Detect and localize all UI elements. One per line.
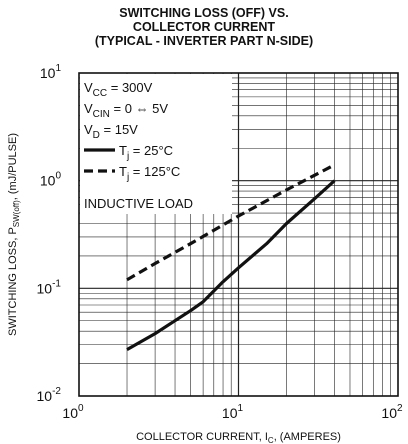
x-tick-label: 102 bbox=[381, 403, 403, 421]
y-tick-label: 100 bbox=[40, 171, 62, 189]
annotation-vd-rest: = 15V bbox=[100, 122, 138, 137]
y-tick-exp: 0 bbox=[55, 171, 61, 182]
y-tick-label: 10-1 bbox=[37, 278, 62, 296]
annotation-vcc-rest: = 300V bbox=[107, 80, 153, 95]
y-tick-label: 101 bbox=[40, 63, 62, 81]
annotation-vcc: VCC = 300V bbox=[84, 80, 153, 99]
x-axis-label: COLLECTOR CURRENT, IC, (AMPERES) bbox=[136, 431, 341, 444]
x-tick-label: 100 bbox=[62, 403, 84, 421]
legend-25c-main: T bbox=[119, 143, 127, 158]
annotation-vcc-sub: CC bbox=[93, 88, 107, 99]
legend-label-125c: Tj = 125°C bbox=[119, 164, 180, 183]
y-tick-exp: 1 bbox=[55, 63, 61, 74]
y-axis-label-tail: , (mJ/PULSE) bbox=[7, 133, 19, 200]
chart-title-line-1: SWITCHING LOSS (OFF) VS. bbox=[119, 6, 289, 20]
y-tick-exp: -1 bbox=[52, 278, 61, 289]
legend-25c-sub: j bbox=[126, 151, 129, 162]
annotation-inductive-load: INDUCTIVE LOAD bbox=[84, 196, 193, 211]
legend-125c-sub: j bbox=[126, 172, 129, 183]
legend-background bbox=[80, 74, 232, 214]
x-tick-exp: 2 bbox=[397, 403, 403, 414]
legend-125c-main: T bbox=[119, 164, 127, 179]
annotation-vcin-main: V bbox=[84, 101, 93, 116]
annotation-vd-main: V bbox=[84, 122, 93, 137]
x-tick-base: 10 bbox=[381, 405, 397, 421]
x-tick-base: 10 bbox=[62, 405, 78, 421]
y-tick-base: 10 bbox=[40, 65, 56, 81]
x-axis-label-sub: C bbox=[268, 436, 274, 444]
annotation-vd: VD = 15V bbox=[84, 122, 138, 141]
series-layer bbox=[126, 163, 336, 351]
y-axis-label-main: SWITCHING LOSS, P bbox=[7, 227, 19, 336]
annotation-vcin-sub: CIN bbox=[93, 109, 110, 120]
y-tick-base: 10 bbox=[40, 173, 56, 189]
y-tick-exp: -2 bbox=[52, 386, 61, 397]
legend-label-25c: Tj = 25°C bbox=[119, 143, 173, 162]
legend-25c-rest: = 25°C bbox=[129, 143, 173, 158]
legend-125c-rest: = 125°C bbox=[129, 164, 180, 179]
legend: VCC = 300V VCIN = 0 ⇔ 5V VD = 15V Tj = 2… bbox=[80, 74, 232, 214]
annotation-vcin-rest: = 0 ⇔ 5V bbox=[110, 101, 168, 116]
x-tick-base: 10 bbox=[222, 405, 238, 421]
annotation-vd-sub: D bbox=[93, 130, 100, 141]
y-axis-label-sub: SW(off) bbox=[12, 200, 21, 227]
x-tick-exp: 1 bbox=[238, 403, 244, 414]
y-tick-base: 10 bbox=[37, 280, 53, 296]
plot-frame bbox=[78, 72, 399, 397]
chart-title-line-2: COLLECTOR CURRENT bbox=[132, 20, 276, 34]
annotation-vcin: VCIN = 0 ⇔ 5V bbox=[84, 101, 168, 120]
annotation-vcc-main: V bbox=[84, 80, 93, 95]
x-axis-label-tail: , (AMPERES) bbox=[274, 431, 341, 443]
y-tick-label: 10-2 bbox=[37, 386, 62, 404]
x-tick-exp: 0 bbox=[78, 403, 84, 414]
y-tick-base: 10 bbox=[37, 388, 53, 404]
chart-title-line-3: (TYPICAL - INVERTER PART N-SIDE) bbox=[94, 34, 314, 48]
series-line-125c bbox=[126, 163, 336, 282]
chart-title: SWITCHING LOSS (OFF) VS. COLLECTOR CURRE… bbox=[0, 6, 408, 48]
x-tick-label: 101 bbox=[222, 403, 244, 421]
series-line-25c bbox=[126, 179, 336, 351]
y-axis-label: SWITCHING LOSS, PSW(off), (mJ/PULSE) bbox=[7, 133, 21, 336]
x-axis-label-main: COLLECTOR CURRENT, I bbox=[136, 431, 268, 443]
